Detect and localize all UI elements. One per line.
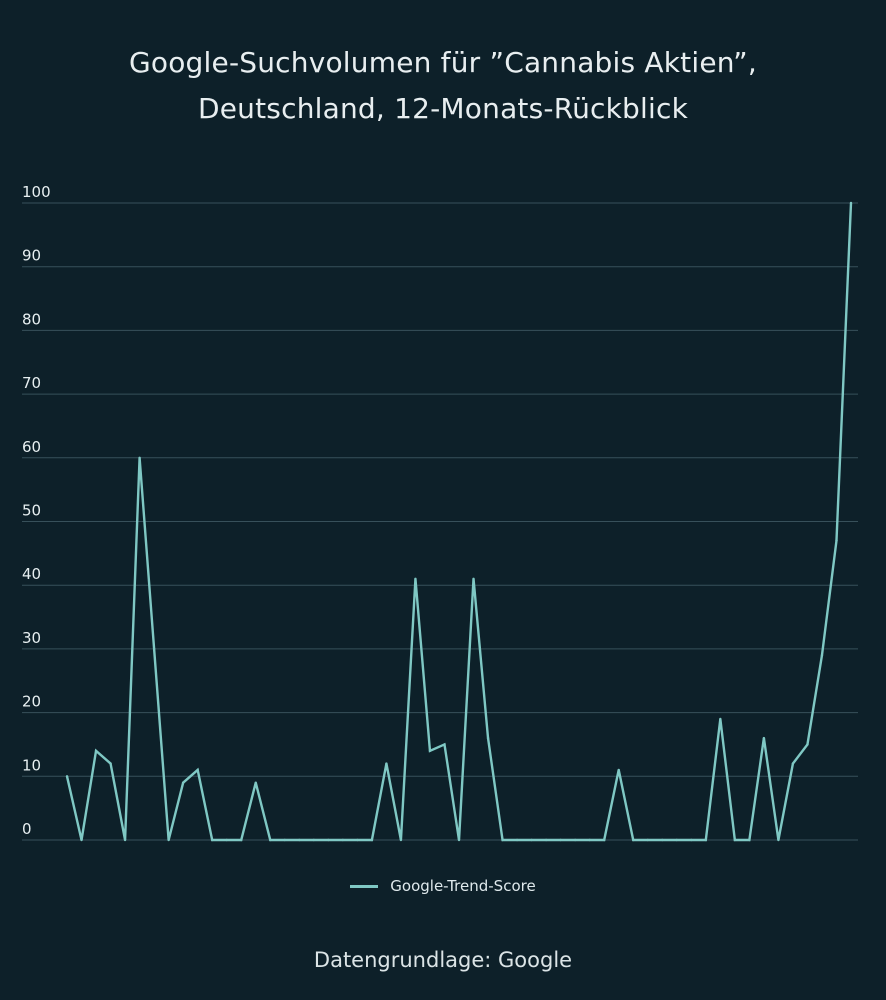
chart-title: Google-Suchvolumen für ”Cannabis Aktien”… [0, 40, 886, 132]
data-point-10 [210, 838, 214, 842]
y-tick-label-90: 90 [22, 247, 41, 265]
source-note: Datengrundlage: Google [313, 948, 573, 972]
y-tick-label-80: 80 [22, 310, 41, 328]
data-point-34 [559, 838, 562, 842]
data-point-20 [356, 838, 359, 842]
data-point-26 [443, 743, 446, 746]
y-tick-label-60: 60 [22, 438, 41, 456]
data-point-25 [428, 749, 432, 753]
data-point-4 [123, 838, 127, 842]
data-point-11 [225, 838, 228, 842]
data-point-50 [791, 762, 795, 765]
data-point-5 [138, 456, 141, 459]
data-point-23 [399, 838, 403, 842]
data-point-35 [573, 838, 577, 842]
data-point-36 [588, 838, 591, 842]
data-point-42 [675, 838, 678, 842]
data-point-22 [385, 762, 388, 765]
y-tick-label-30: 30 [22, 629, 41, 647]
data-point-51 [806, 743, 809, 746]
data-point-53 [835, 539, 838, 542]
y-tick-label-20: 20 [22, 693, 41, 711]
data-point-9 [196, 768, 199, 772]
data-point-15 [283, 838, 286, 842]
data-point-33 [544, 838, 548, 842]
data-point-49 [777, 838, 780, 842]
data-point-18 [327, 838, 330, 842]
data-point-17 [312, 838, 316, 842]
data-point-19 [341, 838, 345, 842]
data-point-44 [704, 838, 708, 842]
data-point-24 [414, 577, 417, 581]
data-point-6 [152, 647, 156, 651]
data-point-37 [602, 838, 606, 842]
data-point-16 [298, 838, 301, 842]
y-tick-label-50: 50 [22, 502, 41, 520]
data-point-54 [849, 201, 853, 205]
data-point-27 [457, 838, 461, 842]
data-point-14 [269, 838, 272, 842]
data-point-28 [472, 577, 475, 581]
y-tick-label-10: 10 [22, 756, 41, 774]
y-tick-label-0: 0 [22, 820, 32, 838]
data-point-12 [240, 838, 243, 842]
data-point-39 [632, 838, 635, 842]
data-point-32 [530, 838, 533, 842]
y-tick-label-40: 40 [22, 565, 41, 583]
legend-label: Google-Trend-Score [390, 877, 536, 895]
data-point-3 [109, 762, 112, 765]
data-point-47 [748, 838, 751, 842]
data-point-1 [80, 838, 83, 842]
data-point-46 [733, 838, 737, 842]
legend: Google-Trend-Score [0, 877, 886, 895]
chart-title-line-1: Google-Suchvolumen für ”Cannabis Aktien”… [129, 46, 757, 79]
data-point-31 [515, 838, 519, 842]
data-point-30 [501, 838, 504, 842]
data-point-41 [661, 838, 664, 842]
legend-swatch [350, 884, 379, 888]
data-point-29 [486, 736, 490, 740]
data-point-40 [646, 838, 649, 842]
data-point-45 [719, 717, 722, 721]
data-point-43 [690, 838, 693, 842]
chart-title-line-2: Deutschland, 12-Monats-Rückblick [198, 92, 688, 125]
data-point-52 [820, 654, 824, 657]
data-point-21 [370, 838, 374, 842]
data-point-2 [94, 749, 98, 753]
data-point-48 [762, 736, 766, 740]
y-tick-label-100: 100 [22, 183, 51, 201]
data-point-8 [181, 781, 185, 784]
data-point-7 [167, 838, 170, 842]
data-point-0 [65, 775, 69, 778]
data-point-38 [617, 768, 620, 772]
data-point-13 [254, 781, 257, 784]
y-tick-label-70: 70 [22, 374, 41, 392]
